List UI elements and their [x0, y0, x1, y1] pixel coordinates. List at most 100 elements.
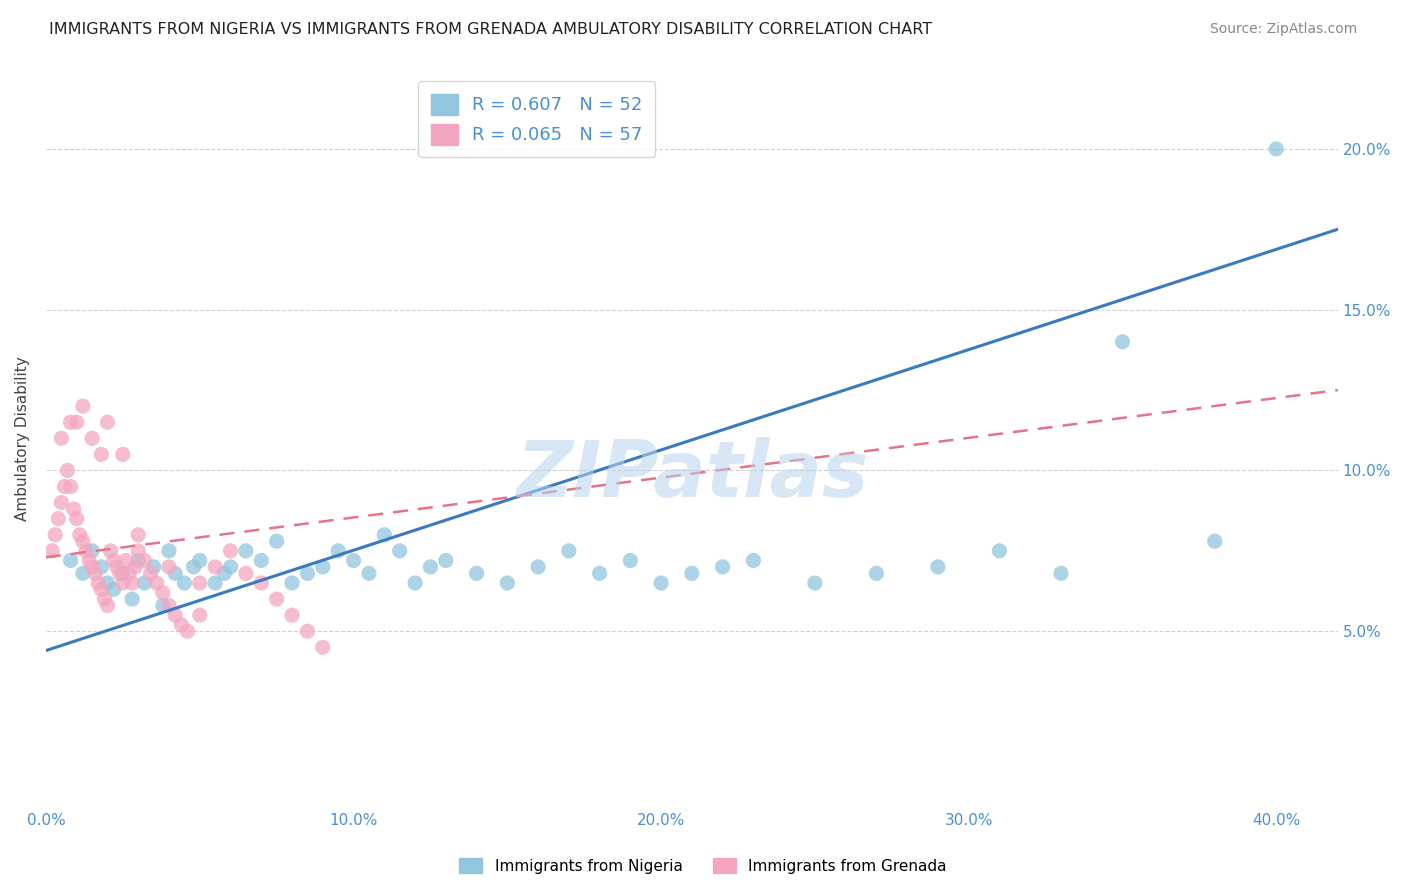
Point [157, 599, 180, 613]
Point [419, 560, 441, 574]
Point [357, 566, 380, 581]
Point [59, 553, 82, 567]
Point [84, 566, 107, 581]
Point [342, 553, 364, 567]
Point [988, 544, 1011, 558]
Point [1050, 566, 1073, 581]
Point [51, 431, 73, 445]
Point [1111, 334, 1133, 349]
Point [281, 576, 304, 591]
Point [90, 582, 112, 597]
Point [188, 608, 211, 623]
Point [96, 599, 118, 613]
Point [51, 495, 73, 509]
Point [204, 560, 226, 574]
Point [72, 399, 94, 413]
Point [297, 624, 319, 639]
Point [90, 447, 112, 461]
Point [100, 544, 122, 558]
Text: IMMIGRANTS FROM NIGERIA VS IMMIGRANTS FROM GRENADA AMBULATORY DISABILITY CORRELA: IMMIGRANTS FROM NIGERIA VS IMMIGRANTS FR… [49, 22, 932, 37]
Point [650, 576, 672, 591]
Y-axis label: Ambulatory Disability: Ambulatory Disability [15, 356, 30, 521]
Point [742, 553, 765, 567]
Point [96, 415, 118, 429]
Point [927, 560, 949, 574]
Point [183, 560, 205, 574]
Point [69, 528, 91, 542]
Point [82, 544, 104, 558]
Point [139, 566, 162, 581]
Point [96, 576, 118, 591]
Point [105, 560, 128, 574]
Point [373, 528, 395, 542]
Point [281, 608, 304, 623]
Point [250, 553, 273, 567]
Point [165, 566, 187, 581]
Point [173, 576, 195, 591]
Point [165, 608, 187, 623]
Point [127, 528, 149, 542]
Point [250, 576, 273, 591]
Point [72, 566, 94, 581]
Point [134, 553, 156, 567]
Point [152, 599, 174, 613]
Point [59, 479, 82, 493]
Point [404, 576, 426, 591]
Point [142, 560, 165, 574]
Point [219, 544, 242, 558]
Point [152, 585, 174, 599]
Point [711, 560, 734, 574]
Point [176, 624, 198, 639]
Point [41, 544, 63, 558]
Point [188, 553, 211, 567]
Point [204, 576, 226, 591]
Text: Source: ZipAtlas.com: Source: ZipAtlas.com [1209, 22, 1357, 37]
Point [82, 560, 104, 574]
Point [865, 566, 887, 581]
Point [266, 592, 288, 607]
Point [66, 415, 89, 429]
Point [108, 566, 131, 581]
Point [266, 534, 288, 549]
Point [157, 560, 180, 574]
Point [214, 566, 236, 581]
Point [82, 431, 104, 445]
Point [87, 576, 110, 591]
Point [111, 447, 134, 461]
Point [188, 576, 211, 591]
Point [312, 560, 335, 574]
Point [121, 576, 143, 591]
Point [53, 479, 76, 493]
Point [619, 553, 641, 567]
Point [72, 534, 94, 549]
Point [90, 560, 112, 574]
Point [312, 640, 335, 655]
Point [66, 511, 89, 525]
Point [46, 511, 69, 525]
Point [465, 566, 488, 581]
Point [115, 553, 138, 567]
Point [588, 566, 610, 581]
Point [44, 528, 66, 542]
Point [124, 560, 146, 574]
Point [121, 592, 143, 607]
Point [434, 553, 457, 567]
Point [103, 553, 125, 567]
Point [56, 463, 79, 477]
Point [496, 576, 519, 591]
Point [170, 617, 193, 632]
Point [804, 576, 827, 591]
Legend: R = 0.607   N = 52, R = 0.065   N = 57: R = 0.607 N = 52, R = 0.065 N = 57 [418, 81, 655, 157]
Point [77, 553, 100, 567]
Point [127, 544, 149, 558]
Point [328, 544, 350, 558]
Point [62, 502, 84, 516]
Point [558, 544, 581, 558]
Legend: Immigrants from Nigeria, Immigrants from Grenada: Immigrants from Nigeria, Immigrants from… [453, 852, 953, 880]
Point [157, 544, 180, 558]
Point [93, 592, 115, 607]
Point [118, 566, 141, 581]
Point [235, 566, 257, 581]
Point [59, 415, 82, 429]
Point [681, 566, 703, 581]
